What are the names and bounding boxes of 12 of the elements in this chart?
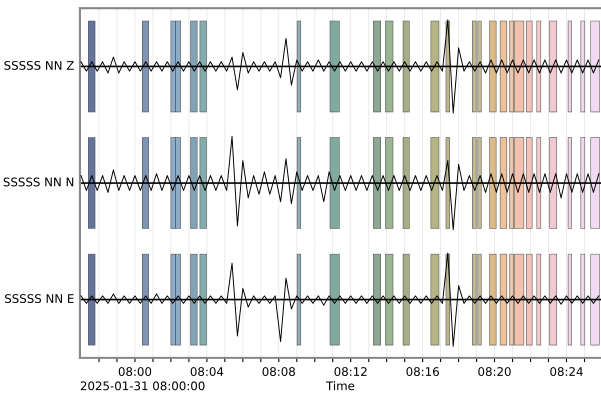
x-axis-title: Time bbox=[326, 381, 354, 390]
x-tick-label: 08:00 bbox=[118, 367, 152, 376]
x-tick-label: 08:16 bbox=[406, 367, 439, 376]
x-tick-label: 08:12 bbox=[334, 367, 367, 376]
x-tick-label: 08:08 bbox=[262, 367, 295, 376]
x-tick-label: 08:04 bbox=[190, 367, 224, 376]
y-axis-title: SSSSS NN Z bbox=[4, 60, 74, 70]
text: 2025-01-31 08:00:00 bbox=[80, 381, 205, 390]
y-axis-title: SSSSS NN N bbox=[4, 178, 74, 186]
x-tick-label: 08:20 bbox=[478, 367, 511, 376]
x-tick-label: 08:24 bbox=[550, 367, 583, 376]
y-axis-title: SSSSS NN E bbox=[5, 294, 74, 304]
